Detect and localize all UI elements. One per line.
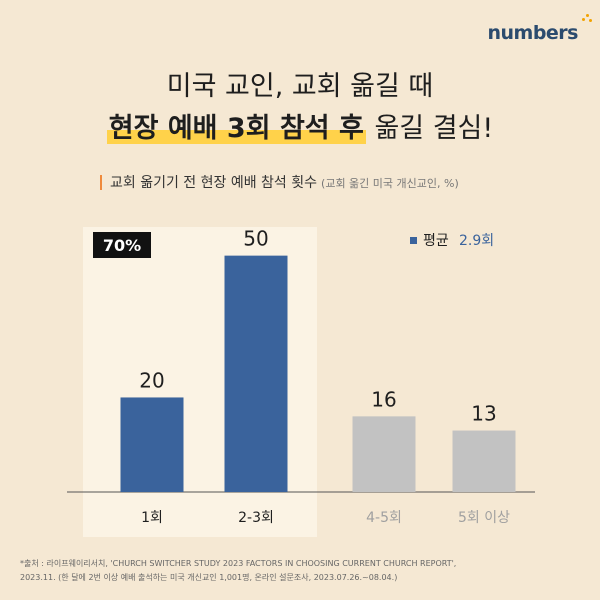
- x-tick-label: 4-5회: [366, 510, 402, 526]
- source-line2: 2023.11. (한 달에 2번 이상 예배 출석하는 미국 개신교인 1,0…: [20, 573, 398, 582]
- bar: [120, 397, 184, 492]
- legend-swatch: [410, 237, 417, 244]
- headline-line1: 미국 교인, 교회 옮길 때: [166, 71, 434, 102]
- x-tick-label: 5회 이상: [458, 510, 510, 526]
- headline-line2: 현장 예배 3회 참석 후 옮길 결심!: [0, 106, 600, 145]
- brand-logo-text: numbers: [487, 22, 578, 44]
- subtitle-text: 교회 옮기기 전 현장 예배 참석 횟수: [110, 175, 318, 191]
- headline-highlight: 현장 예배 3회 참석 후: [106, 113, 366, 144]
- x-tick-label: 2-3회: [238, 510, 274, 526]
- subtitle-accent-bar: [100, 174, 102, 190]
- subtitle-note: (교회 옮긴 미국 개신교인, %): [321, 177, 459, 190]
- bar-value-label: 16: [371, 387, 396, 411]
- source-line1: *출처 : 라이프웨이리서치, 'CHURCH SWITCHER STUDY 2…: [20, 559, 457, 568]
- headline-rest: 옮길 결심!: [365, 113, 494, 144]
- source-note: *출처 : 라이프웨이리서치, 'CHURCH SWITCHER STUDY 2…: [20, 557, 456, 585]
- bar: [452, 430, 516, 492]
- brand-logo: numbers: [487, 14, 592, 44]
- bar-value-label: 20: [139, 368, 164, 392]
- x-tick-label: 1회: [141, 510, 163, 526]
- highlight-label: 70%: [103, 236, 141, 255]
- chart-subtitle: 교회 옮기기 전 현장 예배 참석 횟수 (교회 옮긴 미국 개신교인, %): [100, 172, 459, 192]
- bar-value-label: 13: [471, 402, 496, 426]
- legend-label: 평균: [423, 233, 449, 249]
- legend-value: 2.9회: [459, 233, 494, 249]
- highlight-label-box: [93, 232, 151, 258]
- bar-value-label: 50: [243, 227, 268, 251]
- bar: [224, 255, 288, 492]
- bar: [352, 416, 416, 492]
